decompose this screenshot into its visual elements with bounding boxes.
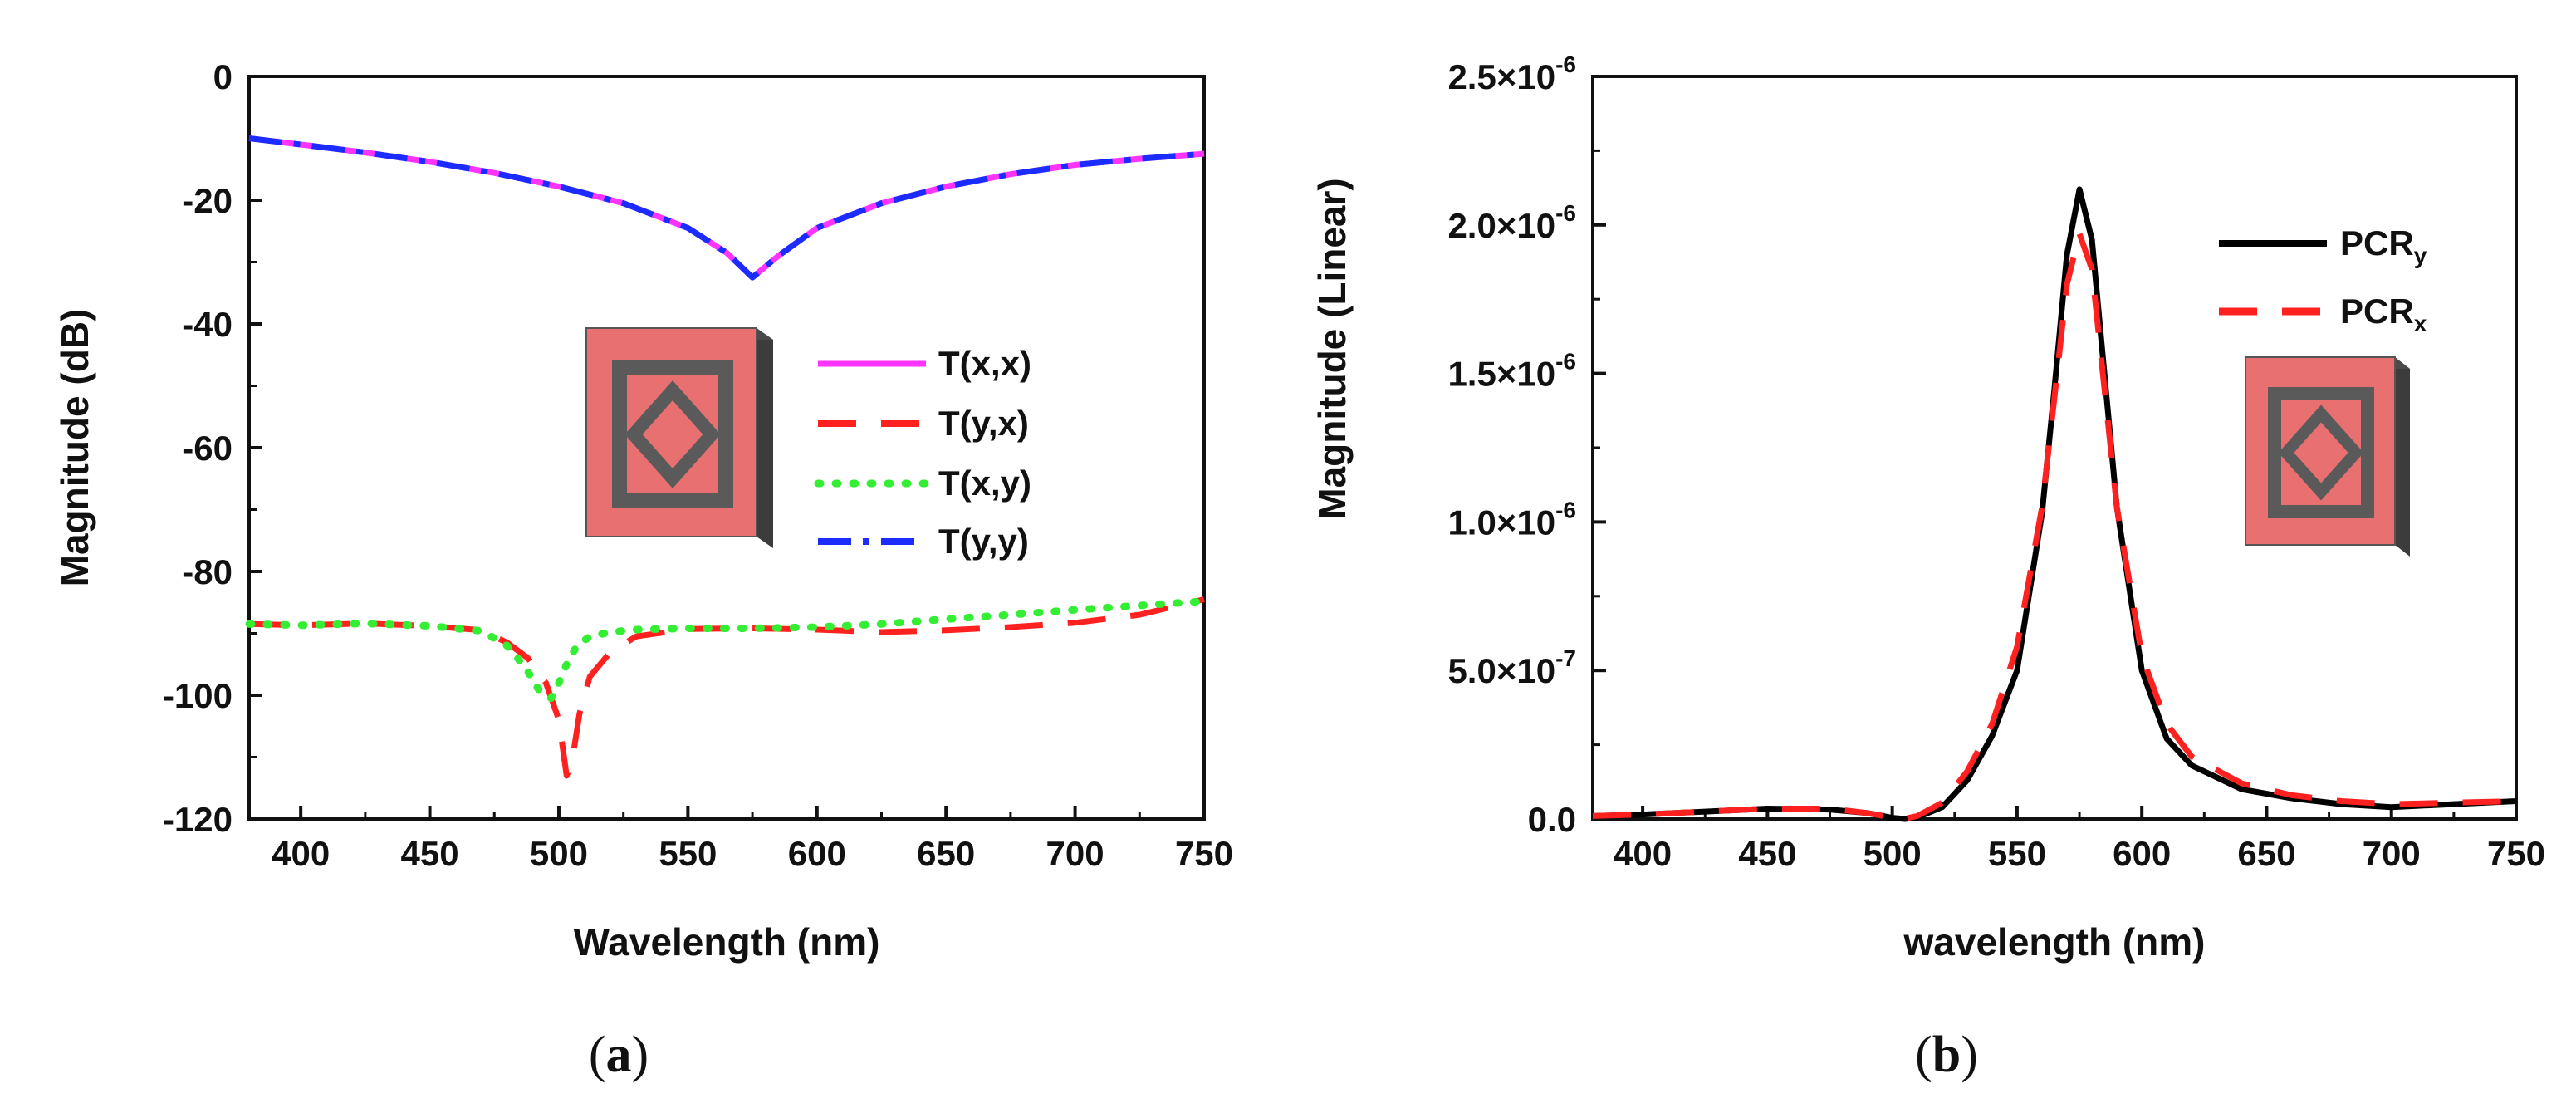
panel-b-y-tick-label: 2.0×10-6 [1447,200,1576,245]
inset-diamond-ring [624,380,721,489]
panel-a-y-tick-label: -60 [182,429,233,468]
panel-b-x-tick-label: 600 [2113,834,2171,873]
panel-a-x-tick-label: 550 [659,834,717,873]
panel-b-y-tick-label: 0.0 [1528,800,1576,839]
inset-side-face [757,328,773,548]
panel-a-caption: (a) [589,1027,649,1083]
panel-b-y-tick-label: 1.5×10-6 [1447,349,1576,394]
panel-b-x-tick-label: 400 [1614,834,1672,873]
panel-b-y-tick-label: 5.0×10-7 [1447,645,1576,690]
panel-b-y-tick-label: 2.5×10-6 [1447,51,1576,96]
panel-a-x-tick-label: 600 [788,834,846,873]
panel-a-x-tick-label: 450 [401,834,459,873]
legend-label-pcry: PCRy [2340,223,2427,268]
panel-b-x-axis-label: wavelength (nm) [1903,920,2206,964]
legend-label-tyy: T(y,y) [938,522,1029,561]
panel-b-inset-unit-cell [2245,356,2410,557]
panel-a-y-tick-label: -20 [182,181,233,220]
legend-label-txy: T(x,y) [938,463,1031,503]
panel-b-y-tick-label: 1.0×10-6 [1447,497,1576,542]
panel-a-y-tick-label: -40 [182,305,233,344]
panel-b-x-tick-label: 700 [2363,834,2421,873]
panel-b-x-tick-label: 550 [1988,834,2046,873]
panel-a-series-line-3 [248,135,1205,281]
legend-label-pcrx: PCRx [2340,292,2427,336]
panel-a-x-tick-label: 500 [530,834,588,873]
panel-a-legend: T(x,x) T(y,x) T(x,y) T(y,y) [814,344,1031,561]
panel-b-x-tick-label: 650 [2237,834,2295,873]
panel-a-y-tick-label: -100 [163,676,233,715]
legend-label-tyx: T(y,x) [938,404,1029,443]
panel-b-x-tick-label: 500 [1863,834,1922,873]
inset-side-face [2395,357,2410,557]
panel-b-x-tick-label: 750 [2487,834,2545,873]
inset-square-ring [2268,387,2374,518]
panel-a-y-tick-label: -120 [163,800,233,839]
panel-a-x-tick-label: 750 [1175,834,1233,873]
inset-square-ring [612,360,733,508]
legend-label-txx: T(x,x) [938,344,1031,383]
panel-b-series-line-1 [1592,231,2517,822]
panel-a-x-tick-label: 650 [917,834,975,873]
panel-a-series-line-2 [245,597,1208,703]
panel-b-y-axis-label: Magnitude (Linear) [1310,178,1354,519]
panel-a-plot-frame [247,75,1206,821]
panel-a-y-tick-label: 0 [213,57,233,96]
panel-a-x-tick-label: 400 [272,834,330,873]
panel-b: 400 450 500 550 600 650 700 750 0.0 5.0×10-7 1.0×1… [1310,51,2545,1083]
panel-a-inset-unit-cell [585,327,773,548]
panel-a-x-tick-label: 700 [1046,834,1104,873]
panel-a-y-tick-label: -80 [182,552,233,591]
inset-diamond-ring [2278,405,2364,501]
panel-b-x-tick-label: 450 [1738,834,1796,873]
panel-b-legend: PCRy PCRx [2219,223,2427,336]
panel-b-caption: (b) [1915,1027,1978,1083]
panel-a-y-axis-label: Magnitude (dB) [53,309,96,587]
panel-a: 400 450 500 550 600 650 700 750 0 -20 -40 -60 -80 -10… [53,57,1233,1083]
panel-a-x-axis-label: Wavelength (nm) [574,920,880,964]
panel-b-plot-frame [1591,75,2518,821]
